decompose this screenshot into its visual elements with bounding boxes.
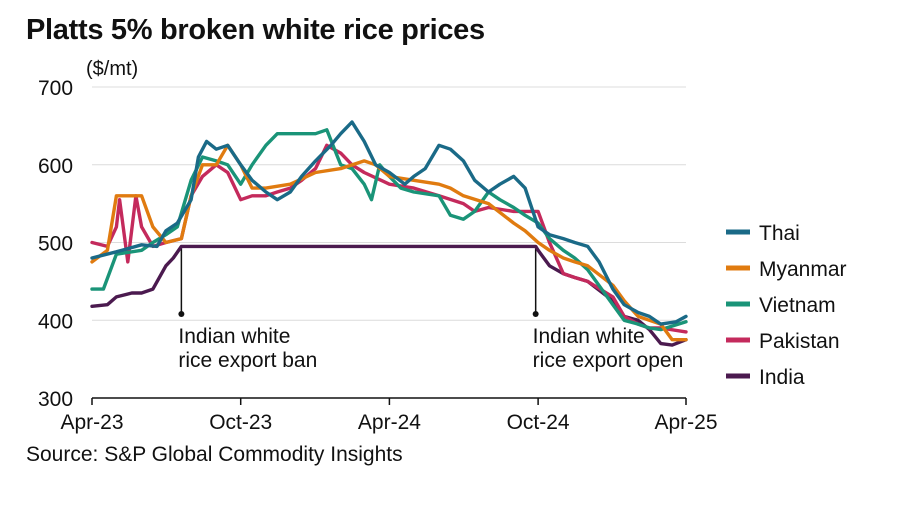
y-tick-label: 400 (38, 310, 73, 333)
annotation-dot (532, 311, 539, 318)
series-line-india (90, 244, 688, 347)
series-line-myanmar (90, 143, 688, 342)
legend-label-india: India (759, 366, 805, 389)
series-line-thai (90, 120, 688, 326)
y-tick-label: 500 (38, 233, 73, 256)
x-tick-label: Apr-23 (60, 411, 123, 434)
annotation-text: rice export ban (178, 349, 317, 372)
y-tick-label: 700 (38, 77, 73, 100)
y-tick-label: 300 (38, 388, 73, 411)
axes: 300 400 500 600 700 Apr-23 Oct-23 Apr-24 Oct-24 A… (38, 77, 718, 434)
chart-source: Source: S&P Global Commodity Insights (26, 443, 403, 466)
annotation-text: rice export open (533, 349, 684, 372)
annotation-dot (178, 311, 185, 318)
gridlines (92, 86, 686, 321)
y-tick-label: 600 (38, 155, 73, 178)
annotation-text: Indian white (533, 325, 645, 348)
legend-label-pakistan: Pakistan (759, 330, 840, 353)
legend-label-vietnam: Vietnam (759, 294, 836, 317)
y-axis-unit-label: ($/mt) (86, 58, 139, 80)
x-tick-label: Oct-24 (507, 411, 570, 434)
series-lines (90, 120, 688, 347)
legend-label-myanmar: Myanmar (759, 258, 847, 281)
chart-title: Platts 5% broken white rice prices (26, 14, 485, 46)
legend: Thai Myanmar Vietnam Pakistan India (726, 222, 847, 389)
annotation-text: Indian white (178, 325, 290, 348)
x-tick-label: Oct-23 (209, 411, 272, 434)
x-tick-label: Apr-24 (358, 411, 421, 434)
x-tick-label: Apr-25 (654, 411, 717, 434)
legend-label-thai: Thai (759, 222, 800, 245)
